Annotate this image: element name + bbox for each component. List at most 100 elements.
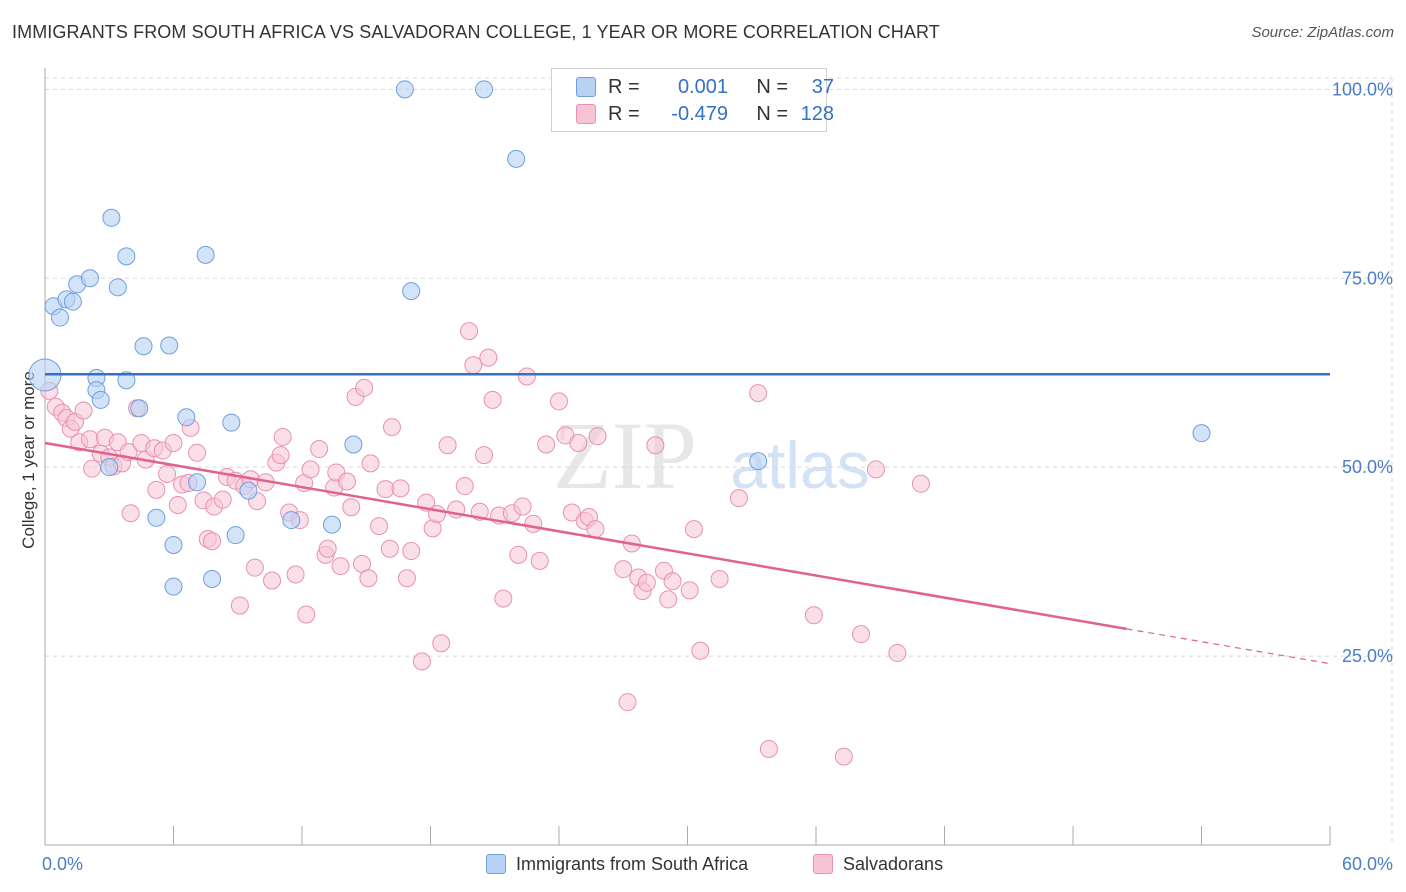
south-africa-point [164,536,183,555]
source-label: Source: ZipAtlas.com [1251,24,1394,41]
salvadoran-point [550,392,568,411]
salvadoran-point [513,497,532,516]
salvadoran-point [888,644,907,663]
salvadoran-point [834,747,853,766]
south-africa-point [160,336,179,355]
legend-n-value: 128 [800,102,834,125]
salvadoran-point [691,641,710,660]
salvadoran-point [376,480,395,499]
salvadoran-point [569,433,588,452]
salvadoran-point [263,571,282,590]
bottom-legend-label: Immigrants from South Africa [516,853,749,874]
x-tick-label: 60.0% [1342,854,1393,874]
south-africa-point [177,408,196,427]
salvadoran-point [851,625,870,644]
y-tick-label: 25.0% [1342,646,1393,666]
salvadoran-point [359,569,378,588]
salvadoran-point [370,517,389,536]
salvadoran-point [524,514,543,533]
legend-n-value: 37 [811,75,834,98]
salvadoran-point [412,652,431,671]
bottom-legend-swatch-blue [486,854,506,874]
south-africa-point [63,292,82,311]
salvadoran-point [710,570,729,589]
bottom-legend-label: Salvadorans [843,853,944,874]
x-tick-label: 0.0% [42,854,83,874]
salvadoran-point [804,606,823,625]
salvadoran-point [203,532,222,551]
salvadoran-point [618,693,637,712]
south-africa-point [226,526,245,545]
salvadoran-point [432,634,451,653]
salvadoran-point [380,539,399,558]
stats-legend: R = 0.001 N = 37 R = -0.479 N = 128 [551,68,834,132]
chart-title: IMMIGRANTS FROM SOUTH AFRICA VS SALVADOR… [12,22,940,42]
legend-r-label: R = [608,75,640,98]
south-africa-point [196,245,215,264]
salvadoran-point [586,520,605,539]
salvadoran-point [494,589,513,608]
south-africa-point [50,308,69,327]
salvadoran-point [911,474,930,493]
salvadoran-trend-line [44,441,1127,631]
legend-r-label: R = [608,102,640,125]
salvadoran-point [680,581,699,600]
south-africa-point [749,452,768,471]
salvadoran-point [663,572,682,591]
south-africa-point [134,337,153,356]
salvadoran-point [158,464,177,483]
salvadoran-point [245,558,264,577]
salvadoran-point [168,495,187,514]
salvadoran-point [273,427,292,446]
salvadoran-point [121,504,140,523]
south-africa-point [322,515,341,534]
legend-n-label: N = [756,75,788,98]
salvadoran-point [402,542,421,561]
salvadoran-point [397,569,416,588]
y-tick-label: 100.0% [1332,79,1393,99]
salvadoran-trend-extension [1126,628,1331,665]
salvadoran-point [562,503,581,522]
salvadoran-point [331,557,350,576]
salvadoran-point [866,460,885,479]
south-africa-point [164,577,183,596]
legend-swatch-blue [576,77,596,97]
bottom-legend-swatch-pink [813,854,833,874]
salvadoran-point [164,433,183,452]
salvadoran-point [517,367,536,386]
salvadoran-point [483,390,502,409]
salvadoran-point [342,498,361,517]
salvadoran-point [460,322,479,341]
salvadoran-point [80,430,99,449]
legend-r-value: -0.479 [671,102,728,125]
salvadoran-point [213,490,232,509]
salvadoran-point [355,378,374,397]
south-africa-point [395,80,414,99]
south-africa-point [1192,424,1211,443]
y-tick-label: 50.0% [1342,457,1393,477]
legend-row-south-africa: R = 0.001 N = 37 [576,75,834,99]
salvadoran-point [147,480,166,499]
legend-swatch-pink [576,104,596,124]
legend-n-label: N = [756,102,788,125]
salvadoran-point [391,479,410,498]
salvadoran-point [464,356,483,375]
salvadoran-point [188,443,207,462]
salvadoran-point [382,418,401,437]
south-africa-point [117,247,136,266]
salvadoran-point [537,435,556,454]
south-africa-point [222,413,241,432]
salvadoran-point [361,454,380,473]
salvadoran-point [588,427,607,446]
salvadoran-point [455,477,474,496]
south-africa-point [282,511,301,530]
salvadoran-point [749,384,768,403]
salvadoran-point [729,489,748,508]
y-tick-label: 75.0% [1342,268,1393,288]
south-africa-point [239,481,258,500]
salvadoran-point [759,740,778,759]
watermark-zip: ZIP [553,402,697,509]
south-africa-point [130,399,149,418]
legend-r-value: 0.001 [677,75,728,98]
